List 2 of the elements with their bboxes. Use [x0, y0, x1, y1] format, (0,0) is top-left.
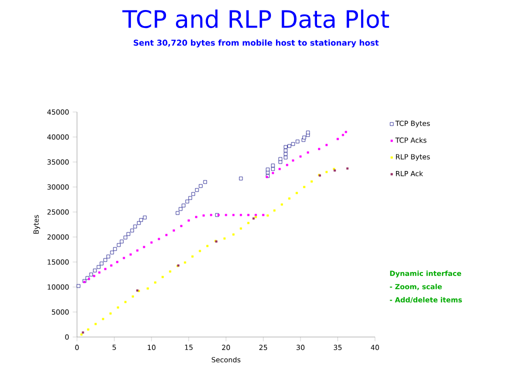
- chart-subtitle: Sent 30,720 bytes from mobile host to stationary host: [134, 40, 379, 48]
- chart-title: TCP and RLP Data Plot: [122, 10, 390, 28]
